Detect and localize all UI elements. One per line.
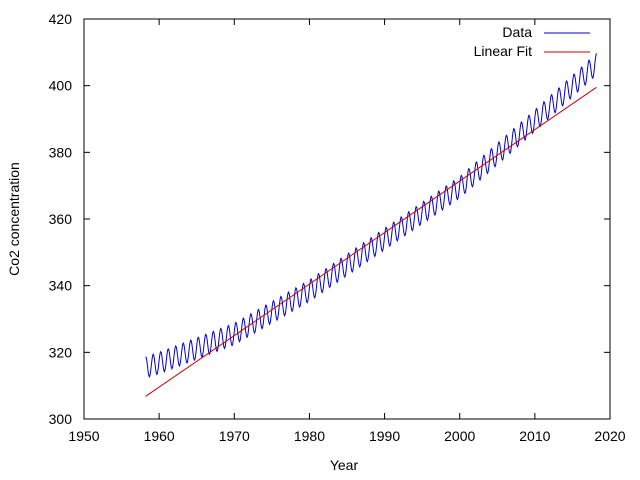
y-tick-label: 400: [49, 78, 73, 94]
x-tick-label: 1970: [219, 428, 250, 444]
x-tick-label: 2010: [519, 428, 550, 444]
x-tick-label: 2020: [594, 428, 625, 444]
series-linear-fit-line: [145, 86, 597, 397]
x-tick-label: 1960: [144, 428, 175, 444]
y-tick-label: 300: [49, 411, 73, 427]
series-data-line: [145, 53, 597, 379]
x-axis-label: Year: [330, 457, 359, 473]
x-tick-label: 2000: [444, 428, 475, 444]
axis-ticks: [83, 18, 611, 420]
plot-frame: [83, 18, 611, 420]
y-tick-label: 420: [49, 11, 73, 27]
legend-label-linear-fit: Linear Fit: [474, 43, 532, 59]
y-axis-label: Co2 concentration: [6, 162, 22, 276]
plot-lines: [145, 53, 597, 397]
y-tick-label: 340: [49, 278, 73, 294]
x-tick-label: 1990: [369, 428, 400, 444]
y-tick-label: 380: [49, 144, 73, 160]
legend-label-data: Data: [502, 24, 532, 40]
x-tick-label: 1950: [68, 428, 99, 444]
x-tick-label: 1980: [294, 428, 325, 444]
tick-labels: 1950 1960 1970 1980 1990 2000 2010 2020 300 320 34…: [49, 11, 626, 444]
y-tick-label: 320: [49, 344, 73, 360]
legend: Data Linear Fit: [474, 24, 590, 59]
y-tick-label: 360: [49, 211, 73, 227]
